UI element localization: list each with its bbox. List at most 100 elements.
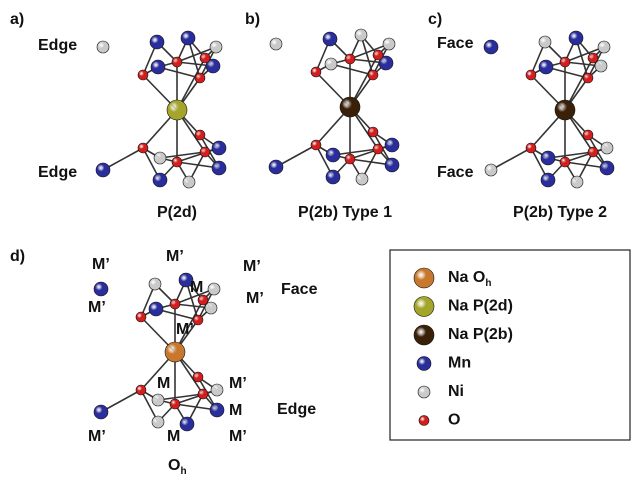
atom: [559, 156, 571, 168]
atom: [310, 139, 322, 151]
legend-marker: [416, 356, 432, 371]
bond: [176, 147, 220, 163]
side-label: Edge: [38, 37, 77, 54]
atom: [310, 66, 322, 78]
atom: [367, 126, 379, 138]
legend-marker: [413, 267, 435, 289]
legend-text: Mn: [448, 355, 471, 372]
bond: [102, 147, 144, 171]
panel-label: c): [428, 11, 442, 28]
atom: [384, 157, 400, 173]
legend-subscript: h: [485, 278, 491, 289]
atom: [378, 55, 394, 71]
caption-main: O: [168, 457, 180, 474]
atom: [150, 59, 166, 75]
atom: [199, 146, 211, 158]
side-label: Face: [281, 281, 318, 298]
site-label: M’: [229, 428, 247, 445]
atom: [149, 34, 165, 50]
side-label: Face: [437, 35, 474, 52]
atom: [582, 129, 594, 141]
legend-label: Na Oh: [448, 269, 491, 288]
atom: [197, 294, 209, 306]
central-atom: [339, 96, 361, 118]
atom: [211, 140, 227, 156]
legend-text: Ni: [448, 383, 464, 400]
legend-text: Na P(2d): [448, 298, 513, 315]
atom: [344, 53, 356, 65]
atom: [325, 169, 341, 185]
legend-marker: [413, 324, 435, 346]
atom: [169, 398, 181, 410]
atom: [148, 301, 164, 317]
site-label: M’: [243, 258, 261, 275]
panel-caption: P(2b) Type 1: [298, 204, 392, 221]
side-label: Face: [437, 164, 474, 181]
atom: [194, 72, 206, 84]
legend-marker: [413, 296, 435, 317]
atom: [209, 40, 223, 54]
atom: [587, 52, 599, 64]
bond: [174, 389, 218, 405]
legend-marker: [418, 415, 430, 426]
atom: [93, 404, 109, 420]
atom: [137, 69, 149, 81]
atom: [525, 142, 537, 154]
atom: [325, 147, 341, 163]
legend-label: Mn: [448, 355, 471, 372]
side-label: Edge: [38, 164, 77, 181]
atom: [135, 311, 147, 323]
atom: [587, 146, 599, 158]
central-atom: [164, 341, 186, 363]
bond: [360, 34, 374, 76]
central-atom: [554, 99, 576, 121]
atom: [384, 137, 400, 153]
atom: [268, 159, 284, 175]
panel-label: a): [10, 11, 24, 28]
atom: [151, 393, 165, 407]
atom: [171, 156, 183, 168]
atom: [382, 37, 396, 51]
atom: [484, 163, 498, 177]
site-label: M’: [166, 248, 184, 265]
bond: [332, 148, 379, 156]
bond: [490, 147, 532, 171]
site-label: M’: [229, 375, 247, 392]
atom: [95, 162, 111, 178]
atom: [96, 40, 110, 54]
atom: [194, 129, 206, 141]
panel-label: b): [245, 11, 260, 28]
site-label: M’: [92, 256, 110, 273]
site-label: M: [190, 279, 203, 296]
atom: [570, 175, 584, 189]
atom: [322, 31, 338, 47]
atom: [355, 172, 369, 186]
atom: [204, 301, 218, 315]
atom: [483, 39, 499, 55]
atom: [178, 272, 194, 288]
atom: [538, 35, 552, 49]
legend-label: Ni: [448, 383, 464, 400]
site-label: M: [167, 428, 180, 445]
bond: [564, 147, 608, 163]
atom: [151, 415, 165, 429]
atom: [199, 52, 211, 64]
legend-text: Na O: [448, 269, 485, 286]
atom: [137, 142, 149, 154]
central-atom: [166, 99, 188, 121]
atom: [597, 40, 611, 54]
side-label: Edge: [277, 401, 316, 418]
bond: [176, 46, 217, 63]
atom: [207, 282, 221, 296]
legend-box: [389, 249, 631, 441]
atom: [209, 402, 225, 418]
atom: [582, 72, 594, 84]
site-label: M’: [176, 321, 194, 338]
site-label: M’: [246, 290, 264, 307]
atom: [538, 59, 554, 75]
atom: [269, 37, 283, 51]
atom: [540, 172, 556, 188]
atom: [93, 281, 109, 297]
atom: [559, 56, 571, 68]
